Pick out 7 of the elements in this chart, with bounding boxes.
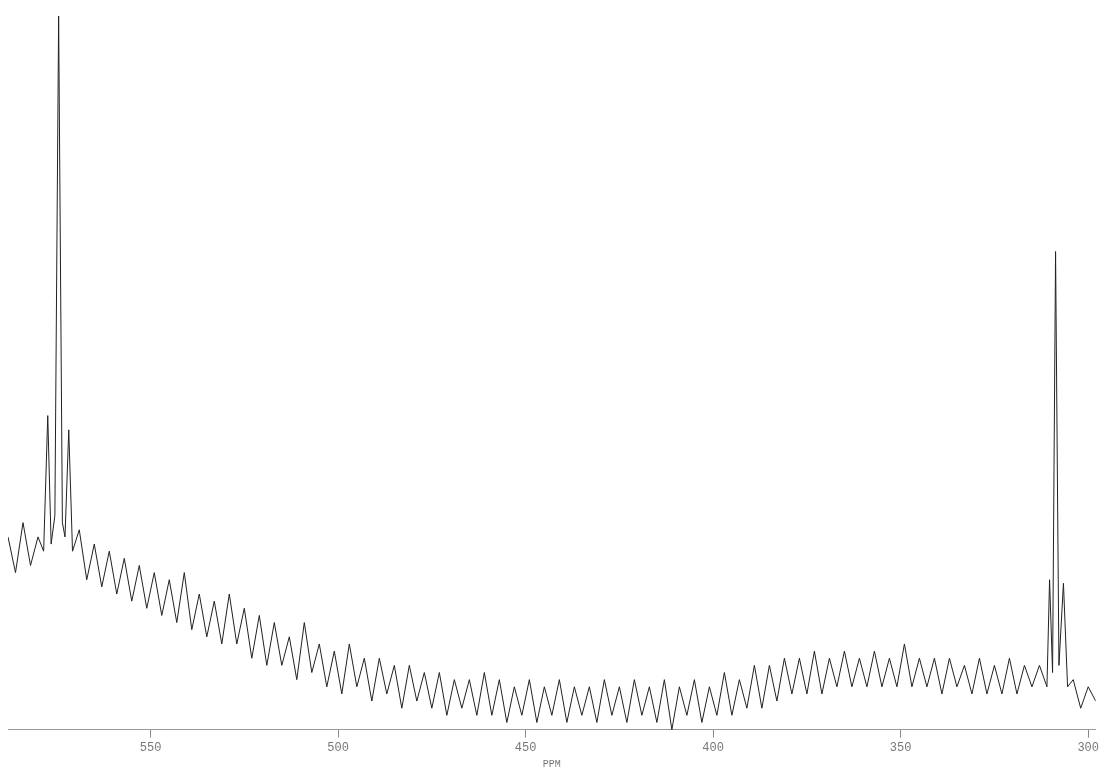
x-axis-title: PPM (542, 758, 561, 770)
x-tick-label: 300 (1077, 740, 1099, 755)
x-tick-label: 350 (889, 740, 912, 755)
x-tick-label: 450 (514, 740, 537, 755)
x-tick-label: 400 (702, 740, 724, 755)
x-tick-label: 500 (327, 740, 349, 755)
x-tick-label: 550 (139, 740, 162, 755)
